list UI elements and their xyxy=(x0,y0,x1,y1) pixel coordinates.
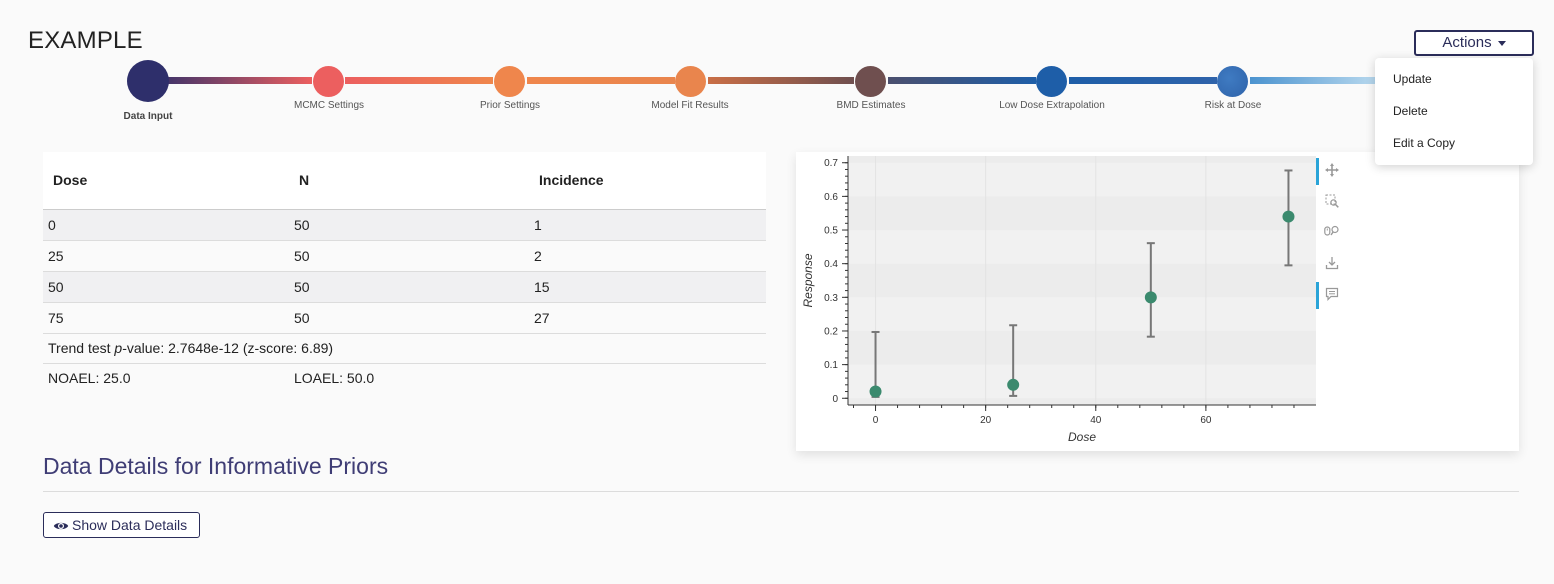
cell-incidence: 27 xyxy=(529,302,766,334)
table-header-row: Dose N Incidence xyxy=(43,152,766,210)
noael-loael-row: NOAEL: 25.0 LOAEL: 50.0 xyxy=(43,363,766,393)
cell-dose: 0 xyxy=(43,209,289,241)
trend-test-prefix: Trend test xyxy=(48,340,115,356)
data-point xyxy=(1144,291,1157,304)
y-tick-label: 0.2 xyxy=(824,326,838,337)
step-node-model-fit-results[interactable] xyxy=(675,66,706,97)
table-row: 50 50 15 xyxy=(43,271,766,303)
actions-dropdown-button[interactable]: Actions xyxy=(1414,30,1534,56)
dose-response-chart[interactable]: 0 0.1 0.2 0.3 0.4 0.5 0.6 0.7 0 20 40 60 Dose Respons… xyxy=(796,152,1519,451)
step-node-data-input[interactable] xyxy=(127,60,169,102)
y-tick-label: 0.3 xyxy=(824,293,838,304)
y-tick-label: 0.5 xyxy=(824,226,838,237)
section-divider xyxy=(43,491,1519,492)
step-label-data-input[interactable]: Data Input xyxy=(123,111,173,122)
x-tick-label: 20 xyxy=(980,415,992,426)
y-tick-label: 0.6 xyxy=(824,192,838,203)
trend-test-row: Trend test p-value: 2.7648e-12 (z-score:… xyxy=(43,333,766,364)
show-data-details-label: Show Data Details xyxy=(72,517,188,533)
plot-band xyxy=(848,162,1316,197)
caret-down-icon xyxy=(1497,40,1506,46)
x-tick-label: 40 xyxy=(1090,415,1102,426)
menu-item-update[interactable]: Update xyxy=(1393,72,1432,86)
y-tick-label: 0.7 xyxy=(824,158,838,169)
pan-icon[interactable] xyxy=(1324,163,1340,179)
step-node-bmd-estimates[interactable] xyxy=(855,66,886,97)
step-label-model-fit-results[interactable]: Model Fit Results xyxy=(651,100,729,111)
y-tick-label: 0.1 xyxy=(824,360,838,371)
trend-test-p: p xyxy=(114,340,123,356)
cell-n: 50 xyxy=(289,209,529,241)
x-tick-label: 60 xyxy=(1200,415,1212,426)
wheel-zoom-icon[interactable] xyxy=(1324,224,1340,240)
y-axis-label: Response xyxy=(801,253,815,307)
dose-response-chart-card: 0 0.1 0.2 0.3 0.4 0.5 0.6 0.7 0 20 40 60 Dose Respons… xyxy=(796,152,1519,451)
stepper-connector xyxy=(1069,77,1217,84)
stepper-connector xyxy=(1250,77,1376,84)
noael-value: NOAEL: 25.0 xyxy=(43,363,289,393)
step-node-mcmc-settings[interactable] xyxy=(313,66,344,97)
chart-toolbar-indicator xyxy=(1316,158,1319,309)
data-point xyxy=(869,385,882,398)
cell-n: 50 xyxy=(289,271,529,303)
stepper-connector xyxy=(888,77,1036,84)
step-node-low-dose-extrapolation[interactable] xyxy=(1036,66,1067,97)
step-node-risk-at-dose[interactable] xyxy=(1217,66,1248,97)
trend-test-text: Trend test p-value: 2.7648e-12 (z-score:… xyxy=(43,333,766,364)
cell-dose: 25 xyxy=(43,240,289,272)
table-row: 75 50 27 xyxy=(43,302,766,334)
dose-response-table: Dose N Incidence 0 50 1 25 50 2 50 50 15… xyxy=(43,152,766,393)
column-header-incidence: Incidence xyxy=(529,152,766,210)
cell-dose: 75 xyxy=(43,302,289,334)
data-point xyxy=(1007,378,1020,391)
eye-icon xyxy=(53,522,69,530)
show-data-details-button[interactable]: Show Data Details xyxy=(43,512,200,538)
workflow-stepper: Data Input MCMC Settings Prior Settings … xyxy=(0,0,1554,130)
actions-label: Actions xyxy=(1442,34,1492,51)
trend-test-value: -value: 2.7648e-12 (z-score: 6.89) xyxy=(122,340,334,356)
cell-incidence: 1 xyxy=(529,209,766,241)
table-row: 25 50 2 xyxy=(43,240,766,272)
page-title: EXAMPLE xyxy=(28,27,143,54)
data-details-heading: Data Details for Informative Priors xyxy=(43,453,389,479)
menu-item-edit-a-copy[interactable]: Edit a Copy xyxy=(1393,136,1456,150)
x-axis-label: Dose xyxy=(1068,430,1096,444)
save-icon[interactable] xyxy=(1324,256,1340,272)
stepper-connector xyxy=(148,77,312,84)
plot-band xyxy=(848,364,1316,399)
column-header-dose: Dose xyxy=(43,152,289,210)
step-label-bmd-estimates[interactable]: BMD Estimates xyxy=(836,100,906,111)
cell-incidence: 2 xyxy=(529,240,766,272)
hover-icon[interactable] xyxy=(1324,287,1340,303)
stepper-connector xyxy=(527,77,675,84)
x-tick-label: 0 xyxy=(873,415,879,426)
actions-menu: Update Delete Edit a Copy xyxy=(1375,58,1533,165)
stepper-connector xyxy=(708,77,854,84)
step-label-risk-at-dose[interactable]: Risk at Dose xyxy=(1204,100,1262,111)
plot-band xyxy=(848,297,1316,331)
data-point xyxy=(1282,210,1295,223)
plot-band xyxy=(848,230,1316,264)
y-tick-label: 0 xyxy=(832,394,838,405)
step-label-low-dose-extrapolation[interactable]: Low Dose Extrapolation xyxy=(999,100,1105,111)
column-header-n: N xyxy=(289,152,529,210)
cell-dose: 50 xyxy=(43,271,289,303)
step-label-prior-settings[interactable]: Prior Settings xyxy=(479,100,541,111)
step-node-prior-settings[interactable] xyxy=(494,66,525,97)
loael-value: LOAEL: 50.0 xyxy=(289,363,766,393)
menu-item-delete[interactable]: Delete xyxy=(1393,104,1428,118)
cell-n: 50 xyxy=(289,302,529,334)
step-label-mcmc-settings[interactable]: MCMC Settings xyxy=(293,100,365,111)
cell-n: 50 xyxy=(289,240,529,272)
cell-incidence: 15 xyxy=(529,271,766,303)
stepper-connector xyxy=(345,77,493,84)
plot-background xyxy=(848,156,1316,405)
box-zoom-icon[interactable] xyxy=(1324,194,1340,210)
table-row: 0 50 1 xyxy=(43,209,766,241)
y-tick-label: 0.4 xyxy=(824,259,838,270)
